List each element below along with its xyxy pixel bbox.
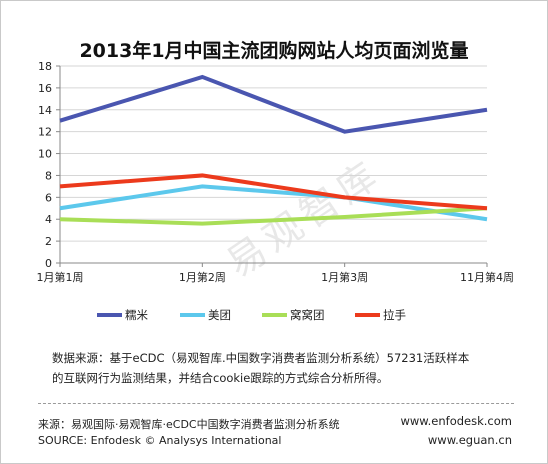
legend-label: 美团: [208, 308, 231, 322]
series-line-2: [59, 206, 488, 226]
y-tick-label: 0: [45, 257, 52, 270]
y-tick-label: 8: [45, 169, 52, 182]
divider: [38, 403, 514, 404]
series-line-3: [59, 173, 488, 211]
note-line-2: 的互联网行为监测结果，并结合cookie跟踪的方式综合分析所得。: [52, 371, 389, 385]
legend-label: 糯米: [125, 308, 148, 322]
url-eguan[interactable]: www.eguan.cn: [427, 433, 512, 447]
y-tick-label: 18: [38, 60, 52, 73]
data-source-note: 数据来源：基于eCDC（易观智库.中国数字消费者监测分析系统）57231活跃样本…: [52, 348, 512, 388]
y-tick-label: 4: [45, 213, 52, 226]
note-line-1: 数据来源：基于eCDC（易观智库.中国数字消费者监测分析系统）57231活跃样本: [52, 351, 470, 365]
url-enfodesk[interactable]: www.enfodesk.com: [400, 414, 512, 428]
y-tick-label: 12: [38, 126, 52, 139]
x-tick-label: 1月第1周: [37, 270, 84, 284]
source-chinese: 来源：易观国际·易观智库·eCDC中国数字消费者监测分析系统: [38, 418, 340, 431]
series-line-1: [59, 184, 488, 222]
y-tick-label: 16: [38, 82, 52, 95]
y-tick-label: 14: [38, 104, 52, 117]
legend-label: 窝窝团: [290, 308, 325, 322]
y-tick-label: 2: [45, 235, 52, 248]
y-tick-label: 6: [45, 191, 52, 204]
legend-label: 拉手: [383, 308, 406, 322]
source-english: SOURCE: Enfodesk © Analysys Internationa…: [38, 434, 282, 447]
x-tick-label: 1月第3周: [321, 270, 368, 284]
x-tick-label: 11月第4周: [460, 270, 514, 284]
series-line-0: [59, 74, 488, 134]
x-tick-label: 1月第2周: [179, 270, 226, 284]
y-tick-label: 10: [38, 148, 52, 161]
chart-title: 2013年1月中国主流团购网站人均页面浏览量: [79, 40, 469, 62]
